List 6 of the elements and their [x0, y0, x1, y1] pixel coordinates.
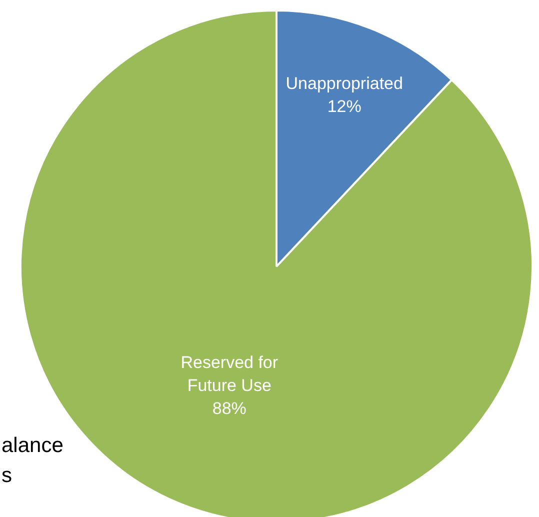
- slice-label: Unappropriated: [286, 74, 403, 94]
- data-label: 12%: [327, 97, 362, 116]
- text: alance: [2, 434, 64, 457]
- text: s: [2, 464, 12, 487]
- slice-label: Reserved for Future Use: [180, 353, 278, 396]
- data-label: 88%: [212, 398, 246, 418]
